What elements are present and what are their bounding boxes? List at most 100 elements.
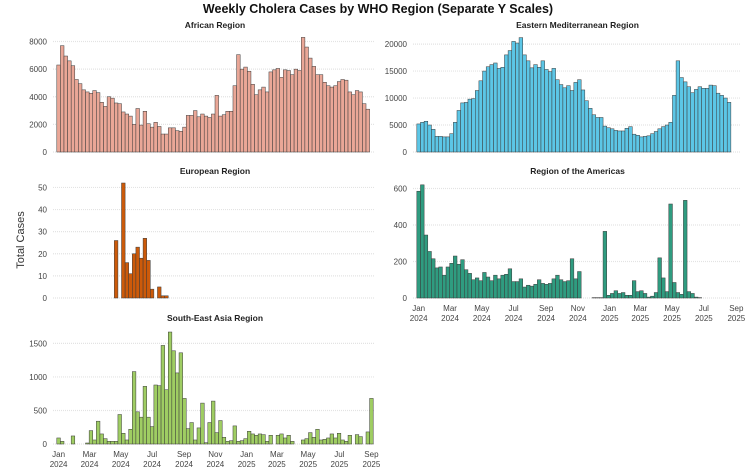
bar bbox=[526, 284, 531, 299]
x-tick-label-month: Jul bbox=[508, 304, 518, 313]
bar bbox=[185, 428, 191, 445]
bar bbox=[329, 433, 334, 445]
bar bbox=[196, 427, 201, 445]
bar bbox=[716, 92, 721, 153]
bar bbox=[293, 68, 298, 153]
bar bbox=[471, 98, 476, 153]
bar bbox=[504, 54, 509, 153]
bar bbox=[668, 122, 673, 153]
y-tick-label: 8000 bbox=[29, 38, 47, 47]
bar bbox=[551, 68, 556, 153]
bar bbox=[668, 203, 673, 299]
bar bbox=[434, 267, 439, 299]
bar bbox=[326, 437, 331, 445]
y-tick-label: 0 bbox=[403, 294, 408, 303]
bar bbox=[344, 79, 349, 153]
bar bbox=[164, 133, 169, 153]
bar bbox=[712, 85, 717, 153]
x-tick-label-month: Mar bbox=[633, 304, 647, 313]
bar bbox=[164, 295, 169, 299]
bar bbox=[189, 115, 194, 153]
y-tick-label: 200 bbox=[394, 257, 408, 266]
bar bbox=[146, 123, 151, 153]
bar bbox=[175, 130, 180, 153]
bar bbox=[96, 420, 101, 445]
bar bbox=[103, 438, 108, 445]
bar bbox=[518, 37, 523, 153]
bar bbox=[420, 184, 425, 299]
bar bbox=[664, 124, 670, 153]
bar bbox=[500, 67, 505, 153]
bar bbox=[239, 68, 245, 153]
bar bbox=[283, 69, 288, 153]
bar bbox=[511, 281, 516, 299]
bar bbox=[504, 274, 509, 299]
bar bbox=[449, 133, 454, 153]
bar bbox=[456, 110, 461, 153]
bar bbox=[496, 68, 502, 153]
bar bbox=[221, 437, 227, 445]
y-tick-label: 20000 bbox=[385, 40, 408, 49]
x-tick-label-year: 2025 bbox=[727, 314, 745, 323]
bar bbox=[311, 437, 316, 445]
bar bbox=[635, 291, 640, 299]
bar bbox=[103, 106, 108, 153]
bar bbox=[719, 95, 724, 153]
bar bbox=[135, 246, 140, 299]
x-tick-label-year: 2024 bbox=[569, 314, 587, 323]
y-tick-label: 5000 bbox=[389, 121, 407, 130]
bar bbox=[613, 290, 618, 299]
bar bbox=[319, 74, 324, 153]
bar bbox=[67, 60, 72, 153]
bar bbox=[642, 136, 648, 153]
bar bbox=[157, 286, 162, 299]
bar bbox=[214, 432, 219, 445]
bar bbox=[445, 136, 450, 153]
bar bbox=[694, 89, 699, 153]
bar bbox=[139, 257, 144, 299]
bar bbox=[225, 111, 230, 153]
bar bbox=[229, 440, 234, 445]
bar bbox=[168, 127, 173, 153]
bar bbox=[203, 442, 209, 445]
bar bbox=[683, 200, 688, 299]
bar bbox=[139, 416, 144, 445]
bar bbox=[635, 135, 640, 153]
bar bbox=[369, 398, 374, 445]
bar bbox=[478, 280, 483, 299]
bar bbox=[606, 127, 611, 153]
x-tick-label-month: Mar bbox=[83, 450, 97, 459]
bar bbox=[621, 292, 626, 299]
bar bbox=[610, 293, 615, 299]
bar bbox=[340, 439, 345, 445]
x-tick-label-month: Mar bbox=[270, 450, 284, 459]
bar bbox=[297, 70, 302, 153]
y-tick-label: 10 bbox=[38, 272, 47, 281]
x-tick-label-month: Sep bbox=[729, 304, 744, 313]
bar bbox=[254, 94, 259, 153]
x-tick-label-year: 2025 bbox=[663, 314, 681, 323]
bar bbox=[522, 286, 527, 299]
bar bbox=[193, 110, 198, 153]
bar bbox=[261, 86, 266, 153]
bar bbox=[686, 291, 691, 299]
x-tick-label-month: May bbox=[665, 304, 680, 313]
bar bbox=[672, 95, 677, 153]
bar bbox=[675, 60, 680, 153]
bar bbox=[171, 350, 176, 445]
bar bbox=[351, 94, 356, 153]
x-tick-label-year: 2024 bbox=[410, 314, 428, 323]
bar bbox=[232, 85, 237, 153]
bar bbox=[650, 295, 655, 299]
x-tick-label-year: 2025 bbox=[695, 314, 713, 323]
x-tick-label-year: 2024 bbox=[206, 460, 224, 469]
bar bbox=[511, 41, 516, 153]
bar bbox=[272, 69, 277, 153]
bar bbox=[632, 133, 637, 153]
bar bbox=[308, 432, 313, 445]
bar bbox=[121, 111, 126, 153]
bar bbox=[599, 117, 604, 153]
bar bbox=[268, 71, 273, 153]
bar bbox=[70, 435, 76, 445]
bar bbox=[507, 268, 513, 299]
